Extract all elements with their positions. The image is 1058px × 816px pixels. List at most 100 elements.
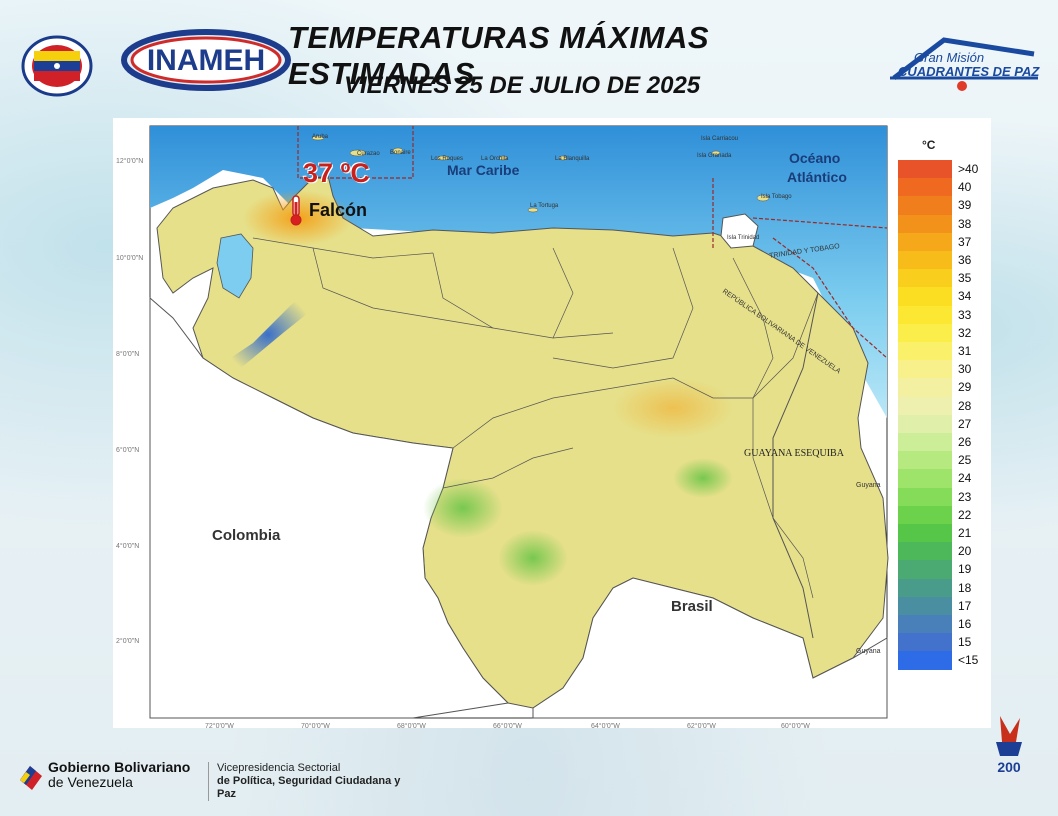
legend-label: 35 bbox=[958, 271, 972, 286]
island-label: Isla Tobago bbox=[761, 194, 792, 200]
legend-label: 24 bbox=[958, 471, 972, 486]
legend-swatch bbox=[898, 596, 952, 615]
lon-label: 66°0'0"W bbox=[493, 723, 522, 730]
gran-mision-logo: Gran Misión CUADRANTES DE PAZ bbox=[884, 26, 1044, 102]
island-label: La Blanquilla bbox=[555, 156, 590, 162]
island-label: Los Roques bbox=[431, 156, 464, 162]
brasil-land bbox=[532, 577, 888, 719]
legend-swatch bbox=[898, 232, 952, 251]
lat-label: 4°0'0"N bbox=[116, 543, 140, 550]
colombia-label: Colombia bbox=[212, 527, 281, 544]
footer-gob-2: de Venezuela bbox=[48, 774, 133, 790]
gran-mision-text: Gran Misión bbox=[914, 50, 984, 65]
legend-swatch bbox=[898, 469, 952, 488]
cuadrantes-text: CUADRANTES DE PAZ bbox=[898, 64, 1040, 79]
legend-swatch bbox=[898, 505, 952, 524]
legend-label: 23 bbox=[958, 489, 972, 504]
legend-swatch bbox=[898, 578, 952, 597]
footer-gob: Gobierno Bolivariano de Venezuela bbox=[48, 760, 190, 790]
ocean-label-1: Océano bbox=[789, 150, 841, 166]
legend-swatch bbox=[898, 160, 952, 179]
legend-label: 18 bbox=[958, 580, 972, 595]
legend-label: 31 bbox=[958, 344, 972, 358]
footer-government: Gobierno Bolivariano de Venezuela Vicepr… bbox=[18, 760, 418, 801]
legend-label: 19 bbox=[958, 562, 972, 577]
legend-label: <15 bbox=[958, 653, 979, 668]
legend-swatch bbox=[898, 196, 952, 215]
legend-label: 39 bbox=[958, 198, 972, 213]
legend-swatch bbox=[898, 178, 952, 197]
page-date: VIERNES 25 DE JULIO DE 2025 bbox=[344, 72, 701, 99]
legend-label: 36 bbox=[958, 253, 972, 267]
guyana-label-2: Guyana bbox=[856, 648, 881, 655]
legend-swatch bbox=[898, 487, 952, 506]
legend-label: 22 bbox=[958, 507, 972, 522]
lat-label: 2°0'0"N bbox=[116, 638, 140, 645]
lon-label: 62°0'0"W bbox=[687, 723, 716, 730]
legend-swatch bbox=[898, 378, 952, 397]
lat-label: 6°0'0"N bbox=[116, 447, 140, 454]
ocean-label-2: Atlántico bbox=[787, 169, 847, 185]
bicentennial-logo: 200 bbox=[986, 712, 1032, 788]
legend-unit: °C bbox=[922, 138, 936, 152]
map-canvas bbox=[149, 125, 889, 719]
legend-label: 16 bbox=[958, 617, 972, 631]
legend-swatch bbox=[898, 414, 952, 433]
andes-cold-zone bbox=[223, 293, 313, 376]
legend-swatch bbox=[898, 269, 952, 288]
lat-label: 8°0'0"N bbox=[116, 351, 140, 358]
footer-gob-1: Gobierno Bolivariano bbox=[48, 759, 191, 775]
island-label: Isla Granada bbox=[697, 153, 732, 159]
legend-label: 27 bbox=[958, 416, 972, 431]
island-label: Isla Carriacou bbox=[701, 136, 739, 142]
island-label: La Tortuga bbox=[530, 203, 559, 209]
legend-label: 26 bbox=[958, 435, 972, 449]
legend-swatch bbox=[898, 396, 952, 415]
legend-swatch bbox=[898, 524, 952, 543]
lat-label: 10°0'0"N bbox=[116, 255, 144, 262]
footer-vice-1: Vicepresidencia Sectorial bbox=[217, 762, 341, 774]
legend-label: 38 bbox=[958, 216, 972, 231]
highlight-state: Falcón bbox=[309, 200, 368, 220]
legend-label: 28 bbox=[958, 398, 972, 413]
legend-swatch bbox=[898, 651, 952, 670]
temperature-map: 12°0'0"N 10°0'0"N 8°0'0"N 6°0'0"N 4°0'0"… bbox=[113, 118, 991, 730]
thermometer-icon bbox=[290, 195, 302, 226]
legend-label: 17 bbox=[958, 598, 972, 613]
legend-label: 37 bbox=[958, 234, 972, 249]
legend-swatch bbox=[898, 305, 952, 324]
island-label: Isla Trinidad bbox=[727, 235, 760, 241]
venezuela-flag-icon bbox=[20, 766, 42, 790]
lon-label: 72°0'0"W bbox=[205, 723, 234, 730]
inameh-logo: INAMEH bbox=[120, 28, 292, 92]
legend-swatch bbox=[898, 615, 952, 634]
legend-swatch bbox=[898, 633, 952, 652]
venezuela-ministry-seal bbox=[20, 34, 94, 98]
legend-label: 20 bbox=[958, 544, 972, 559]
footer-vice: Vicepresidencia Sectorial de Política, S… bbox=[208, 762, 418, 801]
sea-label: Mar Caribe bbox=[447, 162, 520, 178]
lon-label: 60°0'0"W bbox=[781, 723, 810, 730]
legend-label: 15 bbox=[958, 635, 972, 650]
legend-swatch bbox=[898, 287, 952, 306]
legend-swatch bbox=[898, 360, 952, 379]
island-label: Bonaire bbox=[390, 150, 411, 156]
bicent-text: 200 bbox=[997, 759, 1021, 775]
page-title: TEMPERATURAS MÁXIMAS ESTIMADAS bbox=[288, 20, 710, 91]
legend-label: 30 bbox=[958, 362, 972, 377]
legend-swatch bbox=[898, 542, 952, 561]
lon-label: 70°0'0"W bbox=[301, 723, 330, 730]
legend-label: 34 bbox=[958, 289, 972, 304]
inameh-logo-text: INAMEH bbox=[147, 44, 265, 77]
legend-swatch bbox=[898, 451, 952, 470]
legend-swatch bbox=[898, 323, 952, 342]
guayana-label: GUAYANA ESEQUIBA bbox=[744, 448, 844, 459]
legend-swatch bbox=[898, 251, 952, 270]
brasil-label: Brasil bbox=[671, 598, 713, 615]
island-label: La Orchila bbox=[481, 156, 509, 162]
lat-label: 12°0'0"N bbox=[116, 158, 144, 165]
legend-swatch bbox=[898, 560, 952, 579]
legend-label: >40 bbox=[958, 162, 979, 176]
legend-label: 32 bbox=[958, 325, 972, 340]
guyana-label-1: Guyana bbox=[856, 482, 881, 489]
